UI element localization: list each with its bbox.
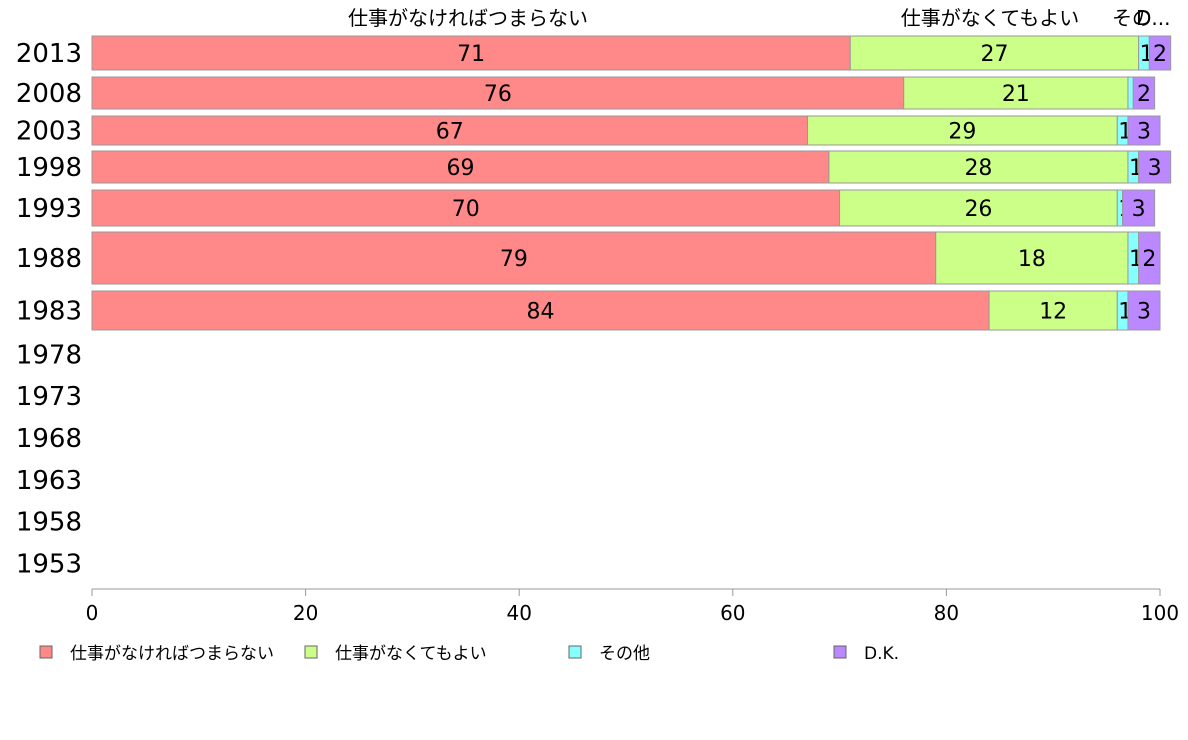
bar-label-2008-series-0: 76 <box>484 82 512 107</box>
x-tick-label-80: 80 <box>934 601 959 625</box>
year-label-1963: 1963 <box>16 466 82 496</box>
bar-1988-series-3 <box>1138 231 1161 285</box>
bar-label-1998-series-1: 28 <box>964 156 992 181</box>
year-label-2008: 2008 <box>16 79 82 109</box>
bar-1983-series-3 <box>1127 290 1161 331</box>
legend-swatch-1 <box>304 645 318 659</box>
bar-label-1983-series-0: 84 <box>527 300 555 325</box>
bar-1993-series-0 <box>91 189 841 227</box>
bar-label-1993-series-1: 26 <box>964 197 992 222</box>
bar-label-1998-series-0: 69 <box>446 156 474 181</box>
bar-2013-series-0 <box>91 35 851 71</box>
legend-swatch-2 <box>568 645 582 659</box>
bar-label-1983-series-3: 3 <box>1137 300 1151 325</box>
bar-2008-series-3 <box>1132 76 1156 110</box>
legend-label-1: 仕事がなくてもよい <box>335 644 487 664</box>
top-label-series-1: 仕事がなくてもよい <box>901 6 1079 30</box>
bar-label-1983-series-1: 12 <box>1039 300 1067 325</box>
bar-2013-series-3 <box>1148 35 1172 71</box>
x-tick-label-40: 40 <box>506 601 531 625</box>
bar-1983-series-1 <box>988 290 1118 331</box>
x-tick-label-60: 60 <box>720 601 745 625</box>
bar-label-2013-series-0: 71 <box>457 42 485 67</box>
legend-swatch-3 <box>833 645 847 659</box>
bar-2008-series-0 <box>91 76 905 110</box>
top-label-series-0: 仕事がなければつまらない <box>348 6 588 30</box>
bar-2003-series-1 <box>807 115 1118 146</box>
bar-label-1993-series-0: 70 <box>452 197 480 222</box>
bar-label-2008-series-1: 21 <box>1002 82 1030 107</box>
bar-1998-series-1 <box>828 150 1129 184</box>
year-label-1968: 1968 <box>16 424 82 454</box>
legend-label-2: その他 <box>599 644 650 664</box>
bar-1993-series-1 <box>839 189 1118 227</box>
year-label-1978: 1978 <box>16 341 82 371</box>
year-label-2013: 2013 <box>16 39 82 69</box>
x-tick-label-20: 20 <box>293 601 318 625</box>
bar-label-2008-series-3: 2 <box>1137 82 1151 107</box>
year-label-1958: 1958 <box>16 508 82 538</box>
bar-1998-series-0 <box>91 150 830 184</box>
bar-label-1988-series-3: 2 <box>1142 247 1156 272</box>
bar-label-1998-series-3: 3 <box>1148 156 1162 181</box>
year-label-1983: 1983 <box>16 297 82 327</box>
year-label-1988: 1988 <box>16 244 82 274</box>
bar-label-1988-series-0: 79 <box>500 247 528 272</box>
bar-label-2013-series-1: 27 <box>980 42 1008 67</box>
year-label-1998: 1998 <box>16 153 82 183</box>
year-label-2003: 2003 <box>16 117 82 147</box>
x-tick-label-100: 100 <box>1141 601 1179 625</box>
legend-swatch-0 <box>39 645 53 659</box>
top-label-series-3: D... <box>1136 6 1170 30</box>
x-tick-label-0: 0 <box>86 601 99 625</box>
legend-label-3: D.K. <box>864 644 899 664</box>
bar-1998-series-3 <box>1138 150 1172 184</box>
bar-1983-series-0 <box>91 290 990 331</box>
bar-2013-series-1 <box>849 35 1140 71</box>
bar-1988-series-0 <box>91 231 937 285</box>
bar-label-1988-series-1: 18 <box>1018 247 1046 272</box>
bar-2008-series-2 <box>1127 76 1134 110</box>
year-label-1993: 1993 <box>16 194 82 224</box>
bar-label-2003-series-3: 3 <box>1137 120 1151 145</box>
bar-label-2013-series-3: 2 <box>1153 42 1167 67</box>
bar-1993-series-3 <box>1122 189 1156 227</box>
bar-2003-series-0 <box>91 115 809 146</box>
legend-label-0: 仕事がなければつまらない <box>70 644 274 664</box>
bar-label-2003-series-0: 67 <box>436 120 464 145</box>
top-label-series-2: その <box>1112 6 1152 30</box>
year-label-1973: 1973 <box>16 382 82 412</box>
bar-label-1993-series-3: 3 <box>1132 197 1146 222</box>
bar-2003-series-3 <box>1127 115 1161 146</box>
year-label-1953: 1953 <box>16 550 82 580</box>
bar-label-2003-series-1: 29 <box>948 120 976 145</box>
